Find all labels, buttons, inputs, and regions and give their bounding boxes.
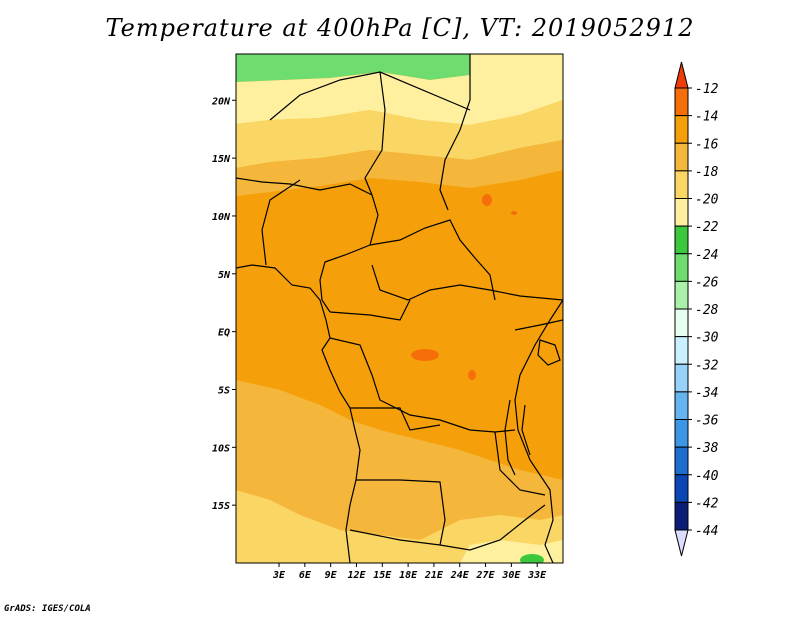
lake-2 — [521, 404, 531, 456]
colorbar-swatch — [674, 142, 689, 172]
temperature-field — [236, 54, 563, 563]
colorbar-label: -36 — [695, 414, 719, 429]
colorbar-top-arrow — [674, 61, 689, 89]
colorbar-label: -40 — [695, 469, 719, 484]
border-7 — [371, 264, 563, 301]
lat-tick-label: 10S — [212, 443, 230, 454]
colorbar-label: -42 — [695, 496, 719, 511]
lat-tick-label: EQ — [218, 328, 230, 339]
colorbar-swatch — [674, 501, 689, 531]
lon-tick-label: 18E — [399, 570, 418, 581]
coastline-west — [236, 264, 361, 563]
border-13 — [356, 479, 446, 546]
warm-spot-1 — [482, 194, 492, 206]
longitude-ticks: 3E 6E 9E 12E 15E 18E 21E 24E 27E 30E 33E — [272, 563, 547, 581]
warm-spot-4 — [511, 211, 517, 215]
border-12 — [350, 407, 441, 431]
border-5 — [319, 244, 371, 313]
colorbar-swatch — [674, 280, 689, 310]
colorbar-swatch — [674, 170, 689, 199]
border-14 — [349, 504, 546, 551]
colorbar-swatch — [674, 115, 689, 144]
colorbar-swatch — [674, 336, 689, 365]
border-1 — [269, 71, 471, 121]
lon-tick-label: 27E — [476, 570, 496, 581]
border-2 — [364, 71, 386, 246]
colorbar-label: -30 — [695, 331, 719, 346]
colorbar-swatch — [674, 446, 689, 476]
lon-tick-label: 12E — [347, 570, 366, 581]
colorbar-swatch — [674, 363, 689, 393]
lake-1 — [504, 399, 516, 476]
lat-tick-label: 15N — [212, 154, 231, 165]
lon-tick-label: 15E — [373, 570, 392, 581]
colorbar-label: -22 — [695, 220, 719, 235]
colorbar-label: -24 — [695, 248, 718, 263]
colorbar-bottom-arrow — [674, 529, 689, 557]
lon-tick-label: 6E — [299, 570, 312, 581]
colorbar-swatch — [674, 225, 689, 255]
colorbar-label: -34 — [695, 386, 718, 401]
lon-tick-label: 9E — [325, 570, 338, 581]
band-green-light — [236, 54, 470, 82]
green-spot-se — [520, 554, 544, 563]
colorbar-swatch — [674, 253, 689, 282]
border-16 — [514, 319, 563, 331]
lon-tick-label: 33E — [527, 570, 547, 581]
border-10 — [329, 299, 411, 321]
colorbar-swatch — [674, 474, 689, 503]
map-title: Temperature at 400hPa [C], VT: 201905291… — [105, 14, 695, 42]
band-yellow — [236, 100, 563, 168]
colorbar-swatch — [674, 419, 689, 448]
lon-tick-label: 24E — [450, 570, 470, 581]
colorbar: -12 -14 -16 -18 -20 -22 -24 -26 -28 -30 -32 -34 -36 -… — [674, 61, 719, 557]
colorbar-swatch — [674, 87, 689, 117]
lon-tick-label: 30E — [501, 570, 521, 581]
colorbar-swatch — [674, 308, 689, 338]
lat-tick-label: 5S — [218, 385, 230, 396]
colorbar-swatch — [674, 198, 689, 227]
colorbar-label: -26 — [695, 275, 719, 290]
colorbar-label: -28 — [695, 303, 719, 318]
border-8 — [439, 129, 461, 211]
border-9 — [459, 54, 471, 131]
borders — [236, 54, 563, 563]
colorbar-label: -12 — [695, 82, 719, 97]
colorbar-label: -18 — [695, 165, 719, 180]
border-6 — [369, 219, 496, 301]
lat-tick-label: 20N — [211, 96, 231, 107]
warm-spot-2 — [411, 349, 439, 361]
border-4 — [261, 179, 301, 266]
colorbar-label: -16 — [695, 137, 719, 152]
lon-tick-label: 21E — [424, 570, 444, 581]
colorbar-label: -38 — [695, 441, 719, 456]
grads-credit: GrADS: IGES/COLA — [4, 604, 91, 614]
lon-tick-label: 3E — [272, 570, 286, 581]
lat-tick-label: 10N — [212, 212, 231, 223]
colorbar-swatch — [674, 391, 689, 420]
lat-tick-label: 15S — [212, 501, 230, 512]
colorbar-label: -44 — [695, 524, 718, 539]
latitude-ticks: 20N 15N 10N 5N EQ 5S 10S 15S — [211, 96, 236, 512]
band-light-orange-s — [236, 380, 563, 563]
map-frame — [235, 53, 564, 564]
border-11 — [329, 337, 516, 433]
border-15 — [494, 431, 546, 496]
lake-3 — [537, 339, 561, 366]
warm-spot-3 — [468, 370, 476, 380]
band-pale-yellow — [236, 54, 563, 125]
colorbar-label: -14 — [695, 110, 718, 125]
lat-tick-label: 5N — [218, 270, 231, 281]
coastline-east — [514, 299, 563, 563]
colorbar-label: -32 — [695, 358, 719, 373]
colorbar-label: -20 — [695, 193, 719, 208]
band-light-orange-n — [236, 140, 563, 196]
border-3 — [236, 177, 373, 196]
